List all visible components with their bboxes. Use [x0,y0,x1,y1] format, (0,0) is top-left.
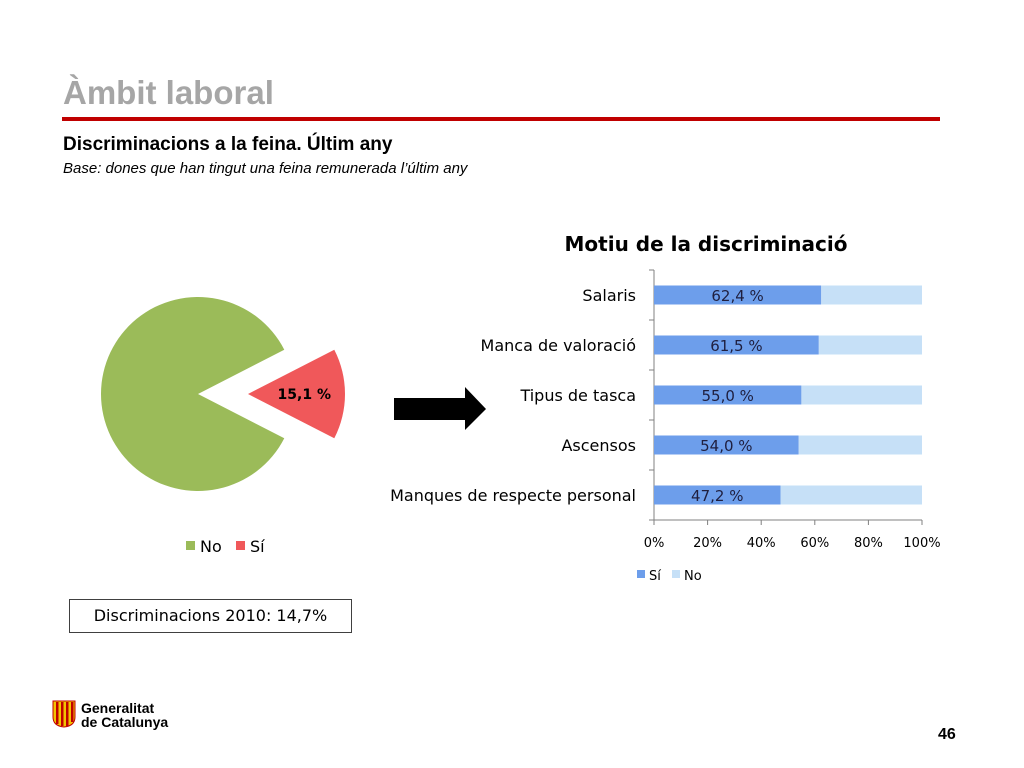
bar-no-tipus-de-tasca [801,385,922,405]
pie-data-label: 15,1 % [278,387,331,403]
bar-si-manques-de-respecte-personal [654,485,781,505]
x-tick-label: 80% [854,536,883,551]
bar-no-manques-de-respecte-personal [780,485,922,505]
bar-si-manca-de-valoracio [654,335,819,355]
category-label-manca-de-valoracio: Manca de valoració [481,336,636,355]
logo-text: Generalitat de Catalunya [81,701,168,729]
category-label-salaris: Salaris [582,286,636,305]
pie-legend: No Sí [186,537,265,556]
bar-data-label: 61,5 % [710,337,762,355]
bar-chart-title: Motiu de la discriminació [565,232,848,256]
pie-legend-label-no: No [200,537,222,556]
bar-data-label: 55,0 % [701,387,753,405]
slide-subtitle: Discriminacions a la feina. Últim any [63,134,393,155]
pie-legend-label-si: Sí [250,537,265,556]
pie-legend-swatch-si [236,541,245,550]
page-title: Àmbit laboral [63,74,274,111]
bar-no-salaris [821,285,922,305]
x-tick-label: 60% [800,536,829,551]
x-tick-label: 100% [903,536,940,551]
category-label-ascensos: Ascensos [561,436,636,455]
pie-chart: 15,1 % [100,296,345,491]
bar-data-label: 62,4 % [711,287,763,305]
bar-si-salaris [654,285,822,305]
logo-line-1: Generalitat [81,700,155,716]
bar-chart: Motiu de la discriminació 62,4 % Salaris 61… [390,232,940,584]
bar-no-manca-de-valoracio [818,335,922,355]
x-tick-label: 0% [644,536,665,551]
x-tick-label: 40% [747,536,776,551]
bar-no-ascensos [798,435,922,455]
bar-data-label: 47,2 % [691,487,743,505]
bar-si-tipus-de-tasca [654,385,802,405]
base-note: Base: dones que han tingut una feina rem… [63,160,468,177]
pie-legend-swatch-no [186,541,195,550]
discrimination-2010-note: Discriminacions 2010: 14,7% [69,599,352,633]
pie-slice-si [248,349,345,439]
bar-legend-label-no: No [684,569,702,584]
category-label-manques-de-respecte-personal: Manques de respecte personal [390,486,636,505]
title-divider [62,117,940,121]
category-label-tipus-de-tasca: Tipus de tasca [519,386,636,405]
pie-slice-no [100,296,285,491]
arrow-right-icon [394,387,486,430]
bar-data-label: 54,0 % [700,437,752,455]
bar-legend-swatch-si [637,570,645,578]
bar-si-ascensos [654,435,799,455]
bar-legend-label-si: Sí [649,569,661,584]
generalitat-logo-icon [52,700,76,728]
bar-legend-swatch-no [672,570,680,578]
logo-line-2: de Catalunya [81,714,169,730]
page-number: 46 [938,726,956,743]
x-tick-label: 20% [693,536,722,551]
